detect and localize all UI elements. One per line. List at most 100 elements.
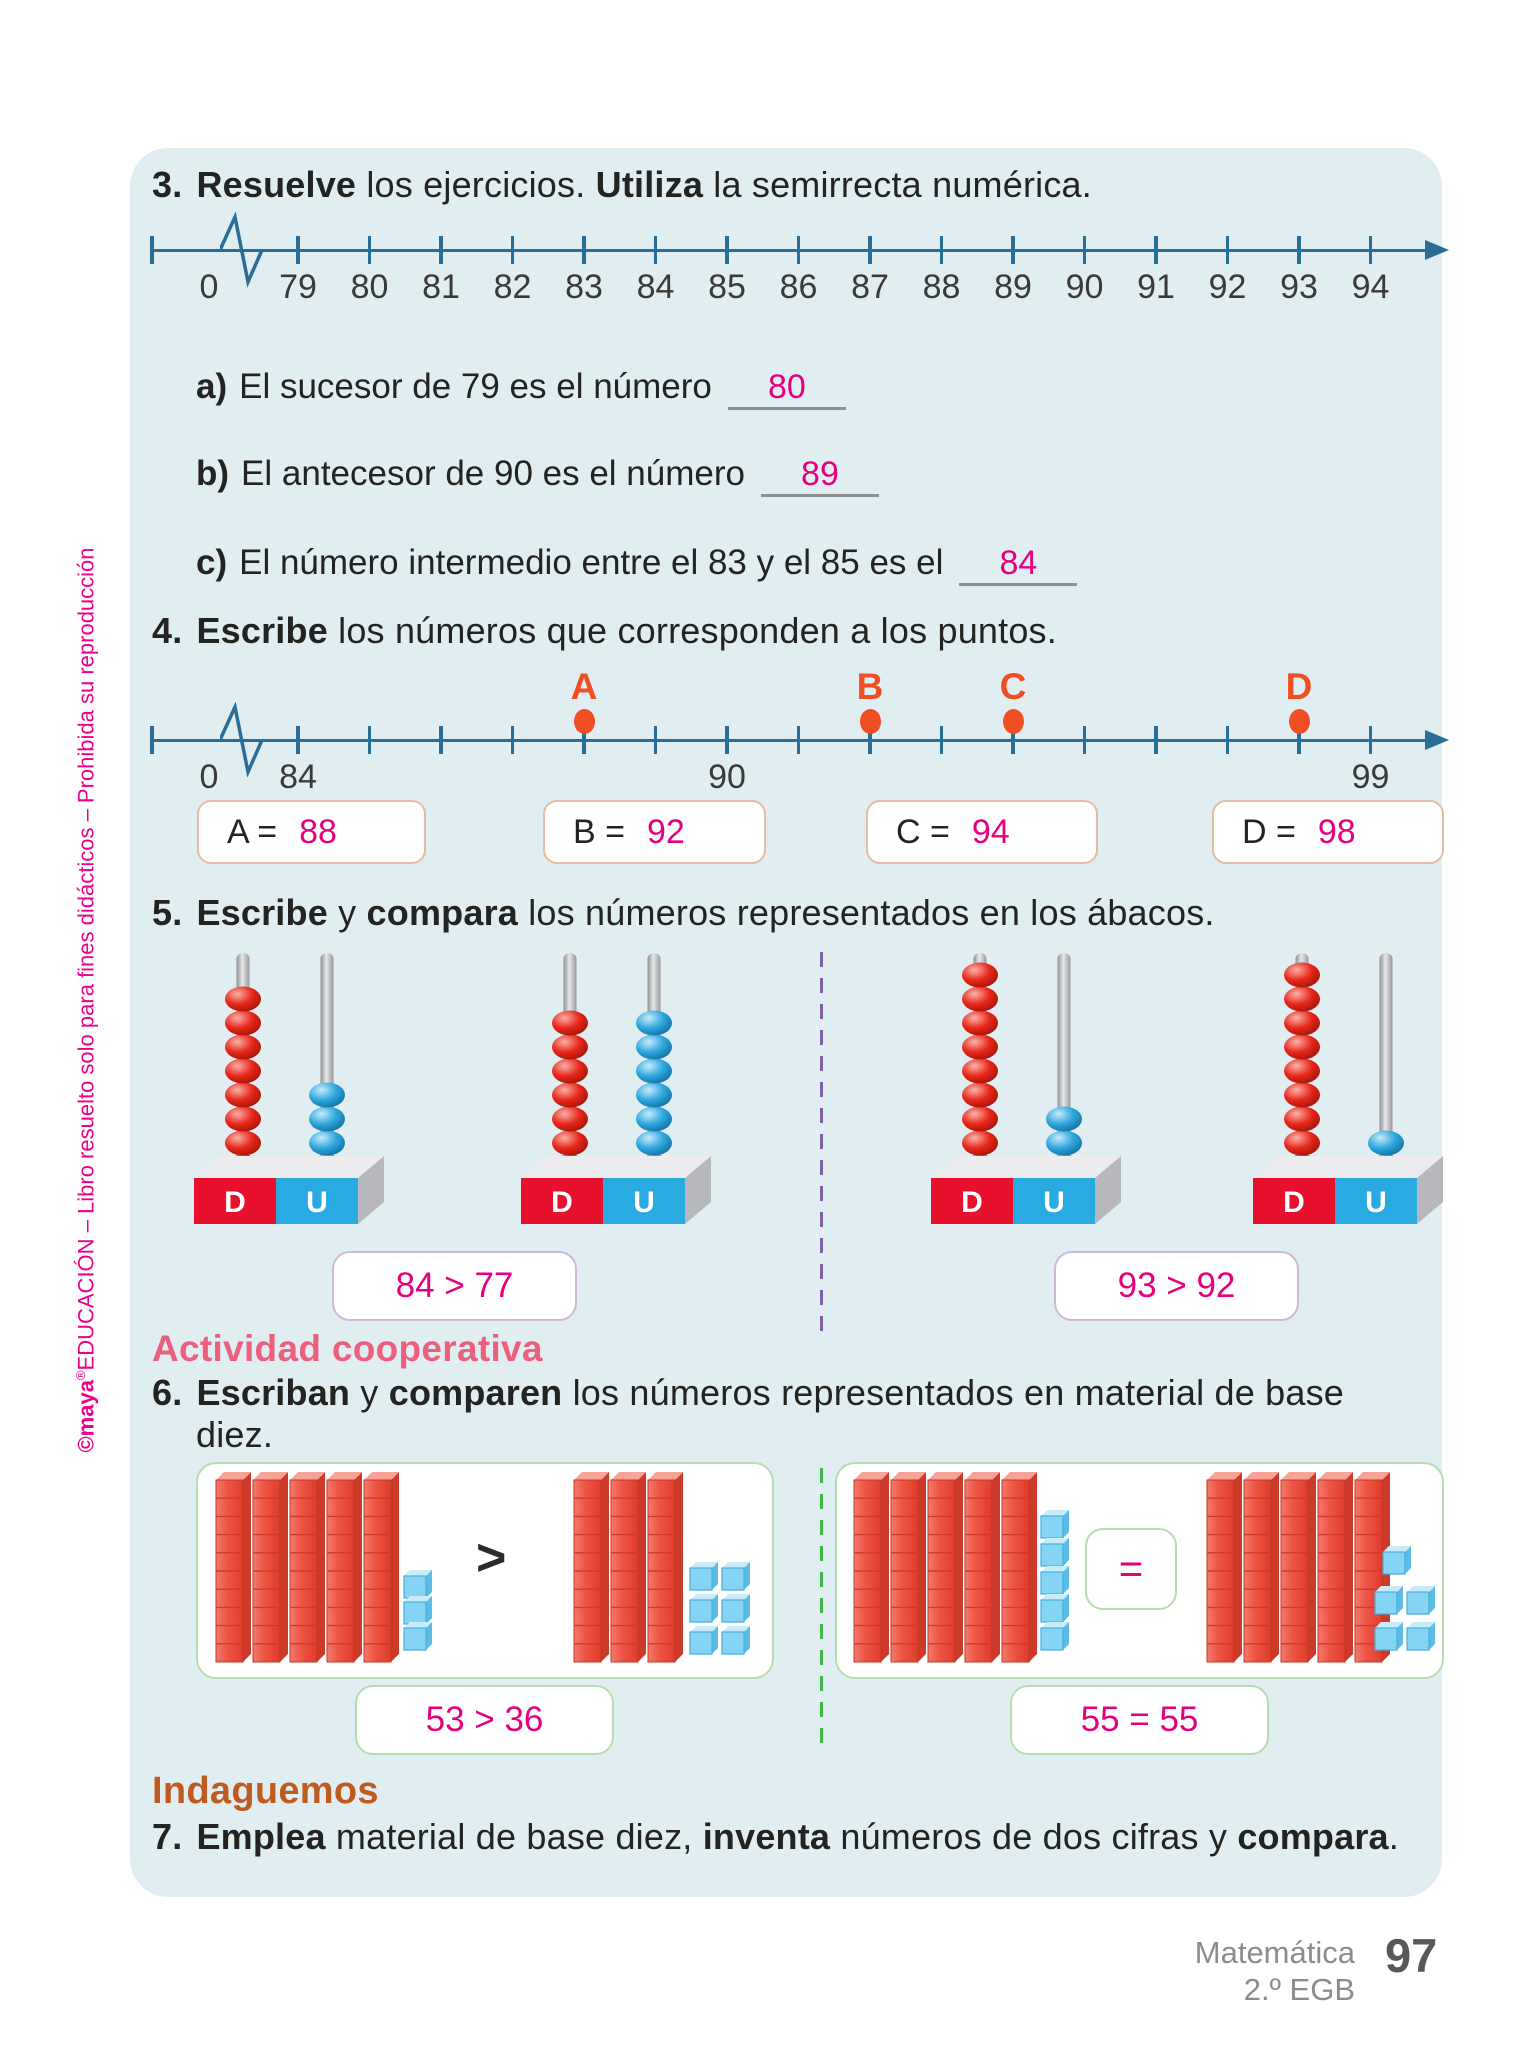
- footer-subject: Matemática 2.º EGB: [1195, 1934, 1355, 2008]
- point-answer-value: 92: [646, 812, 685, 851]
- units-bead: [1046, 1130, 1082, 1156]
- unit-cube-side: [1063, 1594, 1069, 1622]
- tens-bead: [552, 1034, 588, 1060]
- units-bead: [309, 1130, 345, 1156]
- tick-label: 0: [199, 758, 219, 796]
- tens-rod-side: [317, 1472, 325, 1662]
- tens-bead: [962, 986, 998, 1012]
- tens-rod-side: [638, 1472, 646, 1662]
- item-b-text: El antecesor de 90 es el número: [241, 454, 745, 493]
- tens-bead: [1284, 1106, 1320, 1132]
- brand-name: ©maya: [73, 1380, 99, 1453]
- base-top: [1253, 1156, 1443, 1178]
- point-letter: C: [999, 666, 1027, 707]
- unit-cube: [1040, 1543, 1064, 1567]
- tick-label: 82: [493, 268, 532, 306]
- tens-label: D: [551, 1186, 573, 1219]
- tens-bead: [962, 1106, 998, 1132]
- tick-mark: [367, 236, 372, 264]
- tens-label: D: [961, 1186, 983, 1219]
- unit-cube: [689, 1567, 713, 1591]
- unit-cube-top: [722, 1594, 750, 1600]
- comparison-box-4: 55 = 55: [1010, 1685, 1269, 1755]
- unit-cube-top: [1041, 1594, 1069, 1600]
- unit-cube-top: [690, 1562, 718, 1568]
- tens-rod-top: [290, 1472, 325, 1480]
- indaguemos-heading: Indaguemos: [152, 1770, 379, 1812]
- item-c-text: El número intermedio entre el 83 y el 85…: [239, 543, 944, 582]
- tick-mark: [868, 726, 872, 754]
- unit-cube-side: [426, 1622, 432, 1650]
- page-number: 97: [1385, 1929, 1438, 1982]
- unit-cube: [689, 1631, 713, 1655]
- unit-cube: [1040, 1599, 1064, 1623]
- unit-cube-top: [404, 1596, 432, 1602]
- tens-bead: [962, 1034, 998, 1060]
- numberline-axis: [152, 738, 1425, 742]
- tick-mark: [1082, 236, 1087, 264]
- point-answer-box-D: D = 98: [1212, 800, 1444, 864]
- comparison-box-1: 84 > 77: [332, 1251, 577, 1321]
- tens-rod-top: [574, 1472, 609, 1480]
- tens-rod-top: [965, 1472, 1000, 1480]
- unit-cube: [1040, 1627, 1064, 1651]
- exercise5-title: Escribe y compara los números representa…: [196, 892, 1215, 933]
- units-bead: [1046, 1106, 1082, 1132]
- unit-cube-side: [712, 1562, 718, 1590]
- axis-break-icon: [220, 212, 264, 288]
- tick-label: 87: [851, 268, 889, 306]
- tick-mark: [439, 236, 443, 264]
- item-a-text: El sucesor de 79 es el número: [239, 367, 712, 406]
- tick-label: 88: [922, 268, 961, 306]
- tick-label: 83: [565, 268, 603, 306]
- point-letter: B: [856, 666, 884, 707]
- base-units-panel: [603, 1178, 685, 1224]
- tens-bead: [552, 1010, 588, 1036]
- unit-cube: [403, 1601, 427, 1625]
- unit-cube: [1374, 1591, 1398, 1615]
- tick-mark: [725, 236, 729, 264]
- tens-rod-top: [364, 1472, 399, 1480]
- tens-rod-top: [1244, 1472, 1279, 1480]
- point-answer-label: A =: [227, 812, 278, 851]
- tens-rod-side: [1234, 1472, 1242, 1662]
- unit-cube: [1406, 1591, 1430, 1615]
- tens-bead: [1284, 1130, 1320, 1156]
- unit-cube-top: [722, 1562, 750, 1568]
- tick-mark: [510, 236, 515, 264]
- item-c-answer: 84: [959, 543, 1078, 586]
- exercise3-title: Resuelve los ejercicios. Utiliza la semi…: [196, 164, 1092, 205]
- unit-cube-side: [744, 1594, 750, 1622]
- base-units-panel: [1013, 1178, 1095, 1224]
- arrowhead-icon: [1425, 240, 1449, 260]
- tick-label: 90: [1065, 268, 1104, 306]
- tick-mark: [1011, 726, 1015, 754]
- tens-label: D: [1283, 1186, 1305, 1219]
- exercise4-title: Escribe los números que corresponden a l…: [196, 610, 1057, 651]
- tick-mark: [653, 236, 658, 264]
- base-ten-figure: [853, 1472, 1435, 1663]
- tens-rod-top: [327, 1472, 362, 1480]
- point-answer-value: 88: [299, 812, 337, 851]
- units-bead: [636, 1106, 672, 1132]
- exercise7-title: Emplea material de base diez, inventa nú…: [196, 1816, 1399, 1857]
- unit-cube: [721, 1599, 745, 1623]
- base-side: [685, 1156, 711, 1224]
- tens-rod-side: [1345, 1472, 1353, 1662]
- exercise6-heading: 6. Escriban y comparen los números repres…: [152, 1372, 1422, 1414]
- tens-bead: [962, 1082, 998, 1108]
- copyright-sidebar: ©maya®EDUCACIÓN – Libro resuelto solo pa…: [73, 400, 103, 1600]
- unit-cube-side: [744, 1626, 750, 1654]
- units-pole: [1379, 953, 1393, 1167]
- tens-rod-top: [216, 1472, 251, 1480]
- unit-cube-top: [690, 1626, 718, 1632]
- tick-label: 91: [1137, 268, 1175, 306]
- unit-cube-top: [404, 1570, 432, 1576]
- tick-mark: [1297, 236, 1301, 264]
- tens-bead: [552, 1082, 588, 1108]
- exercise6-title: Escriban y comparen los números represen…: [196, 1372, 1345, 1413]
